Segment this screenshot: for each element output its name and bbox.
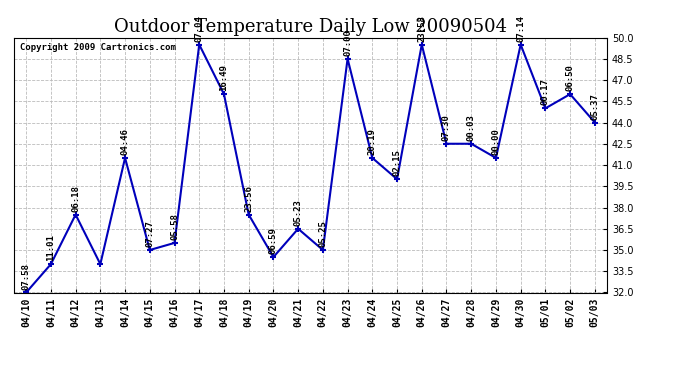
Text: 06:59: 06:59 <box>269 227 278 254</box>
Text: 07:27: 07:27 <box>146 220 155 247</box>
Text: 05:37: 05:37 <box>591 93 600 120</box>
Text: 20:19: 20:19 <box>368 128 377 155</box>
Text: Copyright 2009 Cartronics.com: Copyright 2009 Cartronics.com <box>20 43 176 52</box>
Text: 00:00: 00:00 <box>491 128 500 155</box>
Text: 05:23: 05:23 <box>294 199 303 226</box>
Text: 07:30: 07:30 <box>442 114 451 141</box>
Text: 23:58: 23:58 <box>417 15 426 42</box>
Text: 00:17: 00:17 <box>541 79 550 105</box>
Text: 05:58: 05:58 <box>170 213 179 240</box>
Text: 07:14: 07:14 <box>516 15 525 42</box>
Text: 11:01: 11:01 <box>46 234 55 261</box>
Text: 04:46: 04:46 <box>121 128 130 155</box>
Text: 00:03: 00:03 <box>466 114 475 141</box>
Text: 06:50: 06:50 <box>566 64 575 92</box>
Text: 02:15: 02:15 <box>393 150 402 176</box>
Text: 16:49: 16:49 <box>219 64 228 92</box>
Text: 23:56: 23:56 <box>244 185 253 212</box>
Title: Outdoor Temperature Daily Low 20090504: Outdoor Temperature Daily Low 20090504 <box>114 18 507 36</box>
Text: 06:18: 06:18 <box>71 185 80 212</box>
Text: 07:00: 07:00 <box>343 29 352 56</box>
Text: 05:25: 05:25 <box>318 220 327 247</box>
Text: 07:04: 07:04 <box>195 15 204 42</box>
Text: 07:58: 07:58 <box>21 263 30 290</box>
